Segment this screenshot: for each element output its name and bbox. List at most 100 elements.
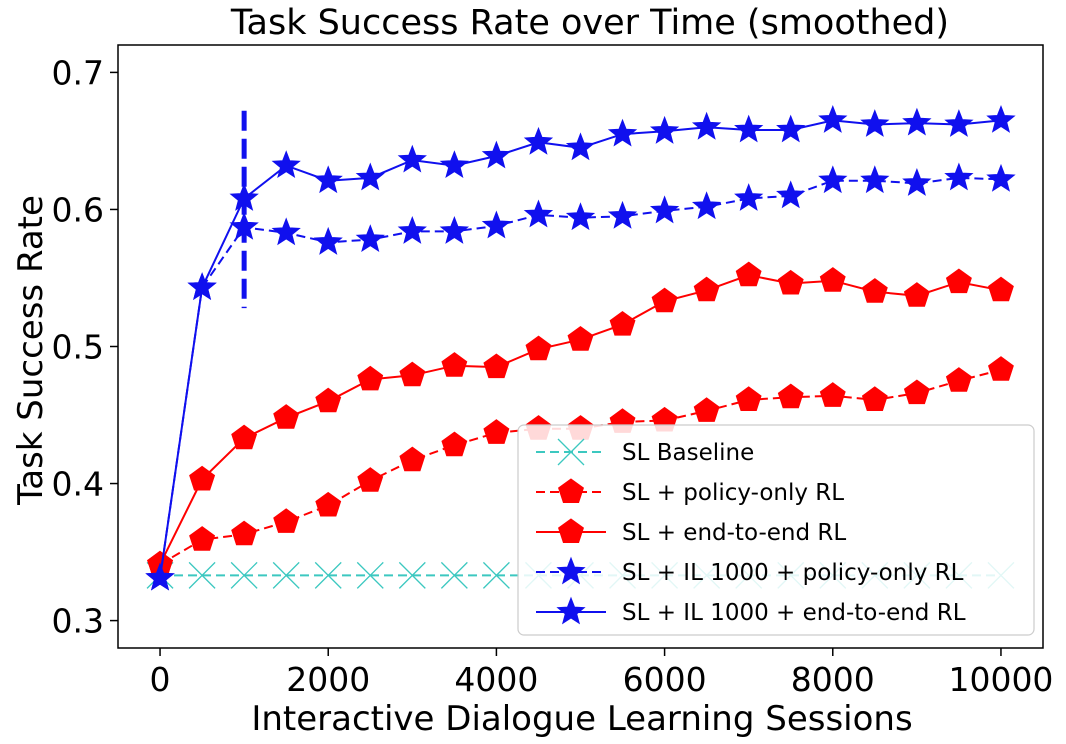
y-tick-label: 0.4 [52, 465, 104, 504]
data-point [397, 144, 427, 173]
data-point [271, 150, 301, 179]
chart-title: Task Success Rate over Time (smoothed) [230, 3, 949, 43]
legend: SL Baseline SL + policy-only RL SL + end-t… [517, 424, 1035, 636]
data-point [651, 287, 678, 313]
data-point [903, 379, 930, 405]
legend-label: SL + IL 1000 + policy-only RL [622, 560, 964, 586]
data-point [272, 561, 300, 589]
data-point [902, 107, 932, 136]
legend-item: SL + policy-only RL [536, 478, 844, 506]
data-point [525, 335, 552, 361]
data-point [398, 561, 426, 589]
data-point [818, 105, 848, 133]
data-point [441, 431, 468, 457]
legend-label: SL Baseline [622, 440, 754, 466]
legend-marker [558, 478, 584, 503]
data-point [439, 150, 470, 179]
x-tick-label: 2000 [286, 660, 370, 699]
data-point [523, 126, 554, 155]
y-tick-label: 0.5 [52, 328, 104, 367]
x-axis-label: Interactive Dialogue Learning Sessions [251, 699, 912, 739]
legend-marker [556, 596, 586, 625]
data-point [357, 467, 384, 492]
data-point [861, 278, 888, 303]
data-point [229, 183, 259, 211]
data-point [483, 353, 510, 379]
data-point [481, 140, 512, 169]
data-point [735, 386, 762, 411]
data-point [944, 162, 974, 191]
data-point [565, 132, 596, 161]
data-point [315, 387, 342, 413]
data-point [230, 561, 258, 589]
data-point [273, 404, 300, 429]
data-point [902, 168, 932, 196]
legend-item: SL + IL 1000 + policy-only RL [536, 556, 964, 586]
x-tick-label: 6000 [623, 660, 707, 699]
data-point [313, 165, 343, 194]
y-tick-label: 0.7 [52, 53, 104, 92]
data-point [649, 195, 680, 224]
data-point [986, 163, 1016, 192]
data-point [945, 268, 972, 294]
legend-label: SL + IL 1000 + end-to-end RL [622, 600, 966, 626]
data-point [860, 165, 890, 194]
data-point [693, 276, 720, 302]
data-point [944, 109, 974, 137]
data-point [357, 365, 384, 391]
data-point [439, 216, 470, 244]
data-point [440, 561, 468, 589]
data-point [819, 382, 846, 407]
data-point [691, 111, 722, 140]
data-point [399, 446, 426, 472]
data-point [777, 383, 804, 409]
data-point [271, 217, 301, 246]
data-point [565, 202, 596, 231]
data-point [988, 276, 1014, 302]
data-point [145, 562, 175, 591]
data-point [355, 224, 385, 253]
y-tick-label: 0.6 [52, 190, 104, 229]
y-axis-label: Task Success Rate [11, 195, 51, 506]
series-2 [147, 261, 1014, 576]
data-point [189, 526, 216, 551]
x-tick-label: 4000 [454, 660, 538, 699]
data-point [776, 114, 806, 143]
data-point [903, 282, 930, 307]
data-point [187, 272, 217, 301]
data-point [315, 491, 342, 517]
data-point [231, 520, 258, 546]
data-point [523, 199, 554, 228]
legend-label: SL + policy-only RL [622, 480, 844, 506]
data-point [231, 424, 258, 450]
legend-item: SL Baseline [536, 438, 754, 466]
data-point [607, 118, 638, 147]
data-point [819, 267, 846, 292]
data-point [355, 162, 385, 191]
series-layer [145, 105, 1016, 591]
data-point [945, 367, 972, 392]
data-point [397, 216, 427, 244]
data-point [734, 183, 764, 211]
series-4 [145, 105, 1016, 591]
data-point [693, 397, 720, 422]
data-point [483, 419, 510, 444]
data-point [734, 114, 764, 143]
data-point [777, 269, 804, 295]
legend-marker [558, 518, 584, 543]
data-point [609, 310, 636, 336]
legend-label: SL + end-to-end RL [622, 520, 846, 546]
legend-item: SL + end-to-end RL [536, 518, 846, 546]
x-tick-label: 10000 [948, 660, 1053, 699]
legend-marker [556, 556, 586, 585]
data-point [441, 352, 468, 377]
data-point [188, 561, 216, 589]
data-point [399, 361, 426, 387]
x-tick-label: 0 [150, 660, 171, 699]
legend-item: SL + IL 1000 + end-to-end RL [536, 596, 966, 626]
data-point [649, 115, 680, 144]
data-point [861, 386, 888, 411]
data-point [229, 211, 259, 240]
data-point [481, 210, 512, 239]
